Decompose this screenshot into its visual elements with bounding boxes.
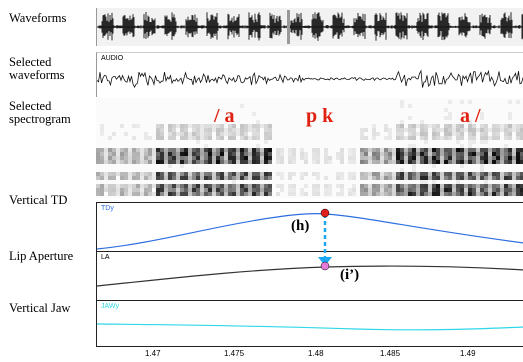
la-trace <box>96 265 523 287</box>
la-panel[interactable]: LA <box>96 251 523 300</box>
row-label-vertical-td: Vertical TD <box>9 193 68 207</box>
la-channel-tag: LA <box>101 254 110 261</box>
row-label-waveforms: Waveforms <box>9 11 67 25</box>
time-tick-label: 1.475 <box>224 349 245 358</box>
selected-waveform-panel[interactable]: AUDIO <box>96 52 523 97</box>
overview-waveform-panel[interactable] <box>96 8 523 46</box>
spectrogram-energy <box>96 100 523 196</box>
row-label-selected-waveforms: Selected waveforms <box>9 55 65 82</box>
jaw-channel-tag: JAWy <box>101 303 119 310</box>
annotation-i: (i’) <box>340 267 360 283</box>
row-label-vertical-jaw: Vertical Jaw <box>9 301 71 315</box>
overview-waveform-svg <box>97 10 523 44</box>
jaw-svg <box>96 323 523 331</box>
spectrogram-svg <box>96 100 523 196</box>
playhead-marker <box>287 10 290 44</box>
la-svg <box>96 265 523 287</box>
time-tick-label: 1.49 <box>460 349 476 358</box>
tdy-svg <box>96 213 523 250</box>
tdy-channel-tag: TDy <box>101 205 114 212</box>
time-tick-label: 1.47 <box>145 349 161 358</box>
time-tick-label: 1.48 <box>308 349 324 358</box>
row-label-selected-spectrogram: Selected spectrogram <box>9 99 71 126</box>
phoneme-right-label: a / <box>460 105 481 127</box>
time-tick-label: 1.485 <box>380 349 401 358</box>
annotation-h: (h) <box>291 218 310 234</box>
time-axis: 1.47 1.475 1.48 1.485 1.49 <box>96 346 523 362</box>
phoneme-left-label: / a <box>214 105 235 127</box>
audio-channel-tag: AUDIO <box>101 55 124 62</box>
selected-waveform-svg <box>96 69 523 88</box>
phoneme-mid-label: p k <box>306 105 334 127</box>
selected-waveform-trace <box>96 69 523 88</box>
jaw-panel[interactable]: JAWy <box>96 300 523 347</box>
row-label-lip-aperture: Lip Aperture <box>9 249 74 263</box>
jaw-trace <box>96 323 523 331</box>
tdy-panel[interactable]: TDy <box>96 202 523 251</box>
tdy-trace <box>96 213 523 250</box>
overview-waveform-trace <box>98 12 523 41</box>
spectrogram-panel[interactable]: / a p k a / <box>96 98 523 198</box>
